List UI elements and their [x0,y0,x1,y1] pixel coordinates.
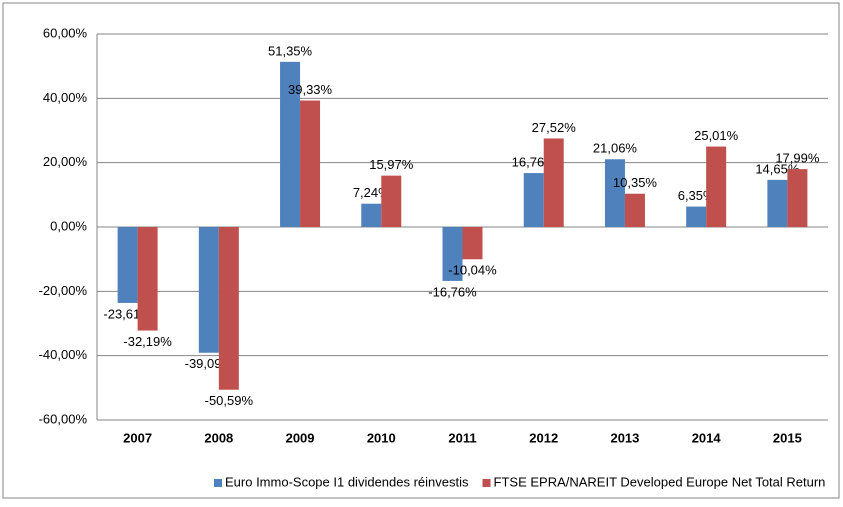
bar [787,169,808,227]
data-label: 7,24% [353,185,390,200]
data-label: 10,35% [613,175,658,190]
bar [361,203,382,227]
data-label: 21,06% [593,141,638,156]
y-tick-label: 20,00% [43,154,88,169]
data-label: 17,99% [775,151,820,166]
y-tick-label: -20,00% [39,283,88,298]
x-tick-label: 2008 [204,430,233,445]
bar [706,146,727,227]
y-tick-label: 40,00% [43,90,88,105]
bar [767,179,788,227]
bar [543,138,564,227]
bar [137,227,158,331]
data-label: -50,59% [205,393,254,408]
y-tick-label: -60,00% [39,411,88,426]
y-tick-label: 0,00% [50,218,87,233]
bar [442,227,463,281]
bar [523,173,544,227]
data-label: 39,33% [288,82,333,97]
legend-label: Euro Immo-Scope I1 dividendes réinvestis [225,474,469,489]
data-label: 15,97% [369,157,414,172]
data-label: 6,35% [678,188,715,203]
bar [117,227,138,303]
data-label: 51,35% [268,43,313,58]
x-tick-label: 2009 [286,430,315,445]
data-label: 25,01% [694,128,739,143]
bar [686,206,707,227]
bar [218,227,239,390]
bar [624,193,645,227]
data-label: -32,19% [123,334,172,349]
bar [198,227,219,353]
bar [300,100,321,227]
bar [462,227,483,260]
bar [280,61,301,228]
legend-label: FTSE EPRA/NAREIT Developed Europe Net To… [494,474,826,489]
bar [604,159,625,227]
legend-swatch [214,479,222,487]
data-label: 27,52% [532,120,577,135]
x-tick-label: 2007 [123,430,152,445]
x-tick-label: 2010 [367,430,396,445]
bar [381,175,402,227]
x-tick-label: 2012 [529,430,558,445]
y-tick-label: 60,00% [43,25,88,40]
x-tick-label: 2014 [692,430,722,445]
y-tick-label: -40,00% [39,347,88,362]
data-label: -10,04% [448,263,497,278]
x-tick-label: 2015 [773,430,802,445]
legend-swatch [482,479,491,487]
data-label: -16,76% [428,284,477,299]
x-tick-label: 2013 [610,430,639,445]
x-tick-label: 2011 [448,430,476,445]
